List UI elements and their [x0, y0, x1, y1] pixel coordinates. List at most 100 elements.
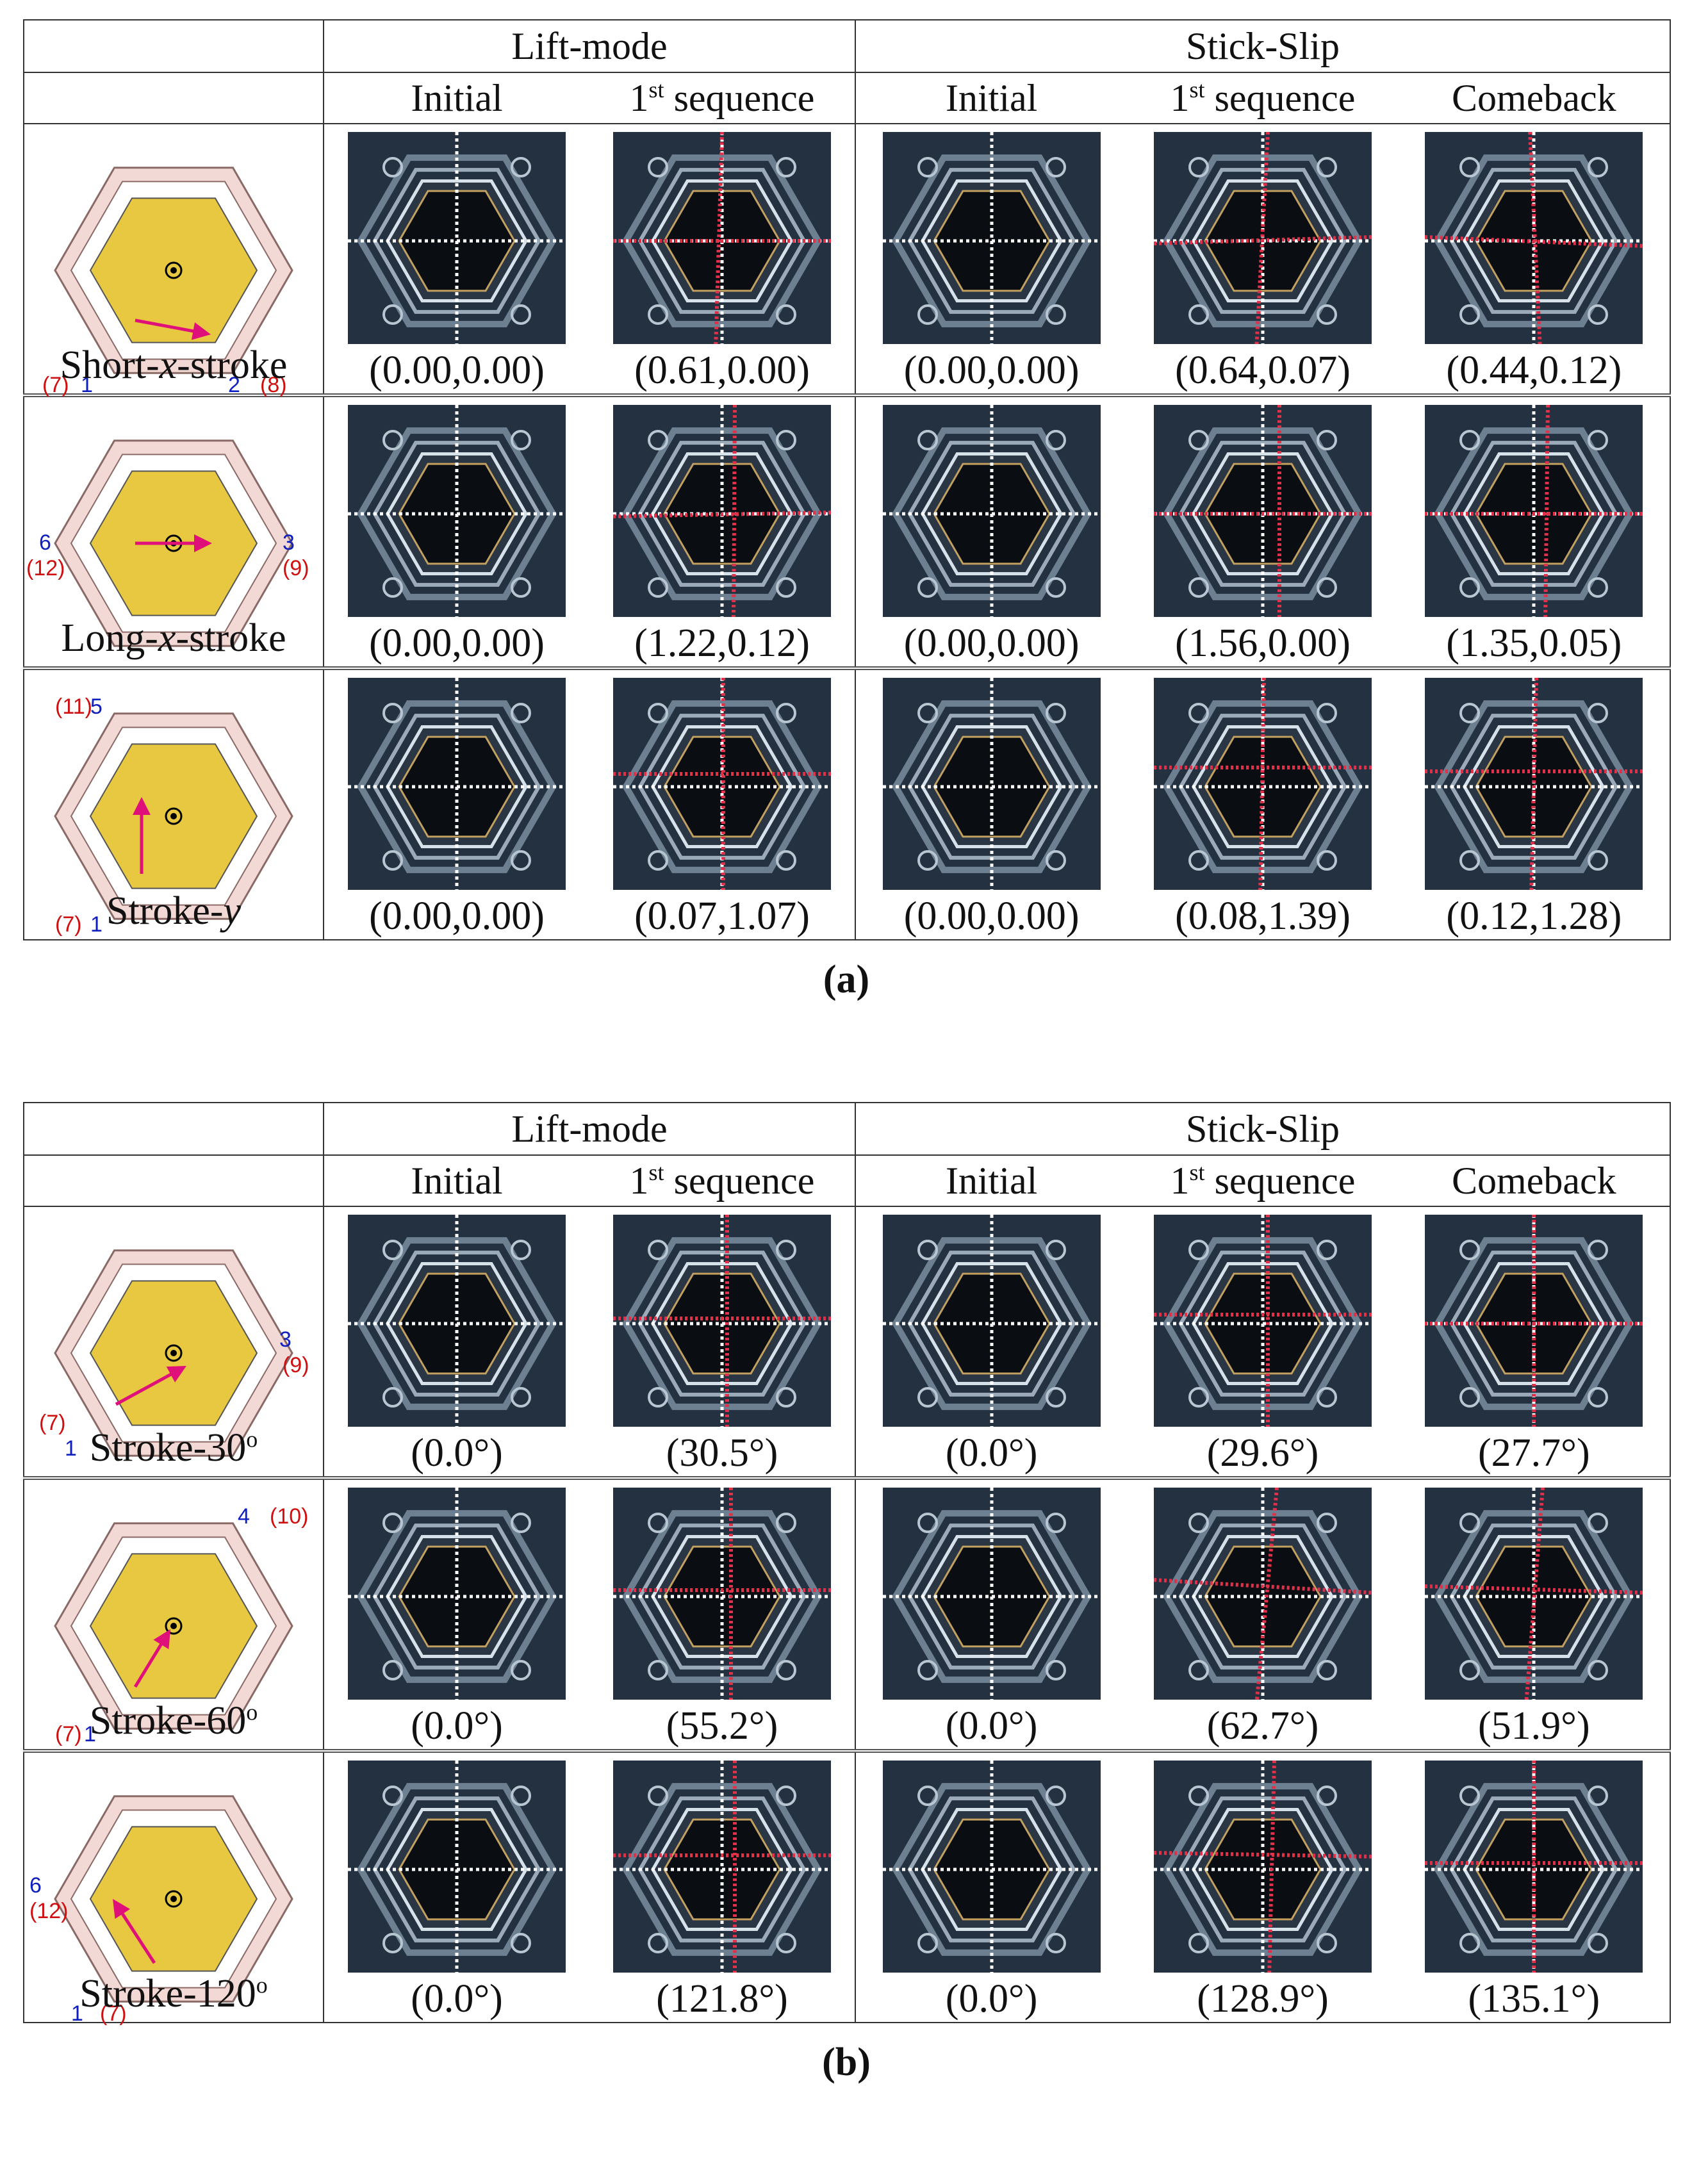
hexagon-diagram: (7) 1 2 (8)	[26, 136, 321, 408]
photo-column: (27.7°)	[1399, 1207, 1670, 1476]
micrograph-image	[1153, 1761, 1372, 1973]
displacement-value: (0.12,1.28)	[1446, 894, 1622, 938]
stick-slip-cell: (0.00,0.00) (1.56,0.00) (1.35,0.05)	[855, 395, 1671, 670]
micrograph-image	[613, 1488, 831, 1700]
vertex-label: 1	[81, 373, 93, 397]
column-header: 1st sequence	[589, 76, 855, 120]
vertex-label: 1	[71, 2001, 83, 2026]
stroke-name-suffix: -stroke	[177, 343, 288, 387]
stroke-name-suffix: o	[246, 1699, 258, 1725]
micrograph-image	[348, 132, 566, 344]
lift-mode-cell: (0.0°) (121.8°)	[323, 1750, 856, 2023]
micrograph-image	[882, 1488, 1101, 1700]
micrograph-image	[1425, 678, 1643, 890]
micrograph-image	[1153, 132, 1372, 344]
stroke-name-variable: x	[158, 616, 176, 660]
displacement-value: (0.0°)	[945, 1704, 1038, 1748]
stroke-diagram-cell: (7) 1 2 (8) Short-x-stroke	[23, 123, 324, 397]
micrograph-image	[348, 405, 566, 617]
stroke-row: (7) 1 2 (8) Short-x-stroke (0.00,0.00) (0.61,0…	[23, 123, 1671, 397]
vertex-label: 2	[228, 373, 240, 397]
stroke-row: 6 (12) 1 (7) Stroke-120o (0.0°) (121.8°) (0.0°)…	[23, 1750, 1671, 2026]
micrograph-image	[613, 1215, 831, 1427]
vertex-label: 5	[90, 694, 103, 719]
vertex-label: (10)	[270, 1504, 309, 1529]
sequence-word: sequence	[664, 1159, 815, 1202]
photo-column: (0.00,0.00)	[856, 397, 1127, 666]
micrograph-image	[882, 1761, 1101, 1973]
micrograph-image	[348, 1488, 566, 1700]
photo-column: (0.0°)	[856, 1480, 1127, 1749]
micrograph-image	[1153, 1215, 1372, 1427]
vertex-label: (7)	[55, 912, 82, 937]
micrograph-image	[1425, 1488, 1643, 1700]
vertex-label: 4	[238, 1504, 250, 1529]
lift-mode-cell: (0.0°) (55.2°)	[323, 1477, 856, 1753]
micrograph-image	[1425, 1215, 1643, 1427]
ordinal-suffix: st	[648, 76, 664, 103]
hexagon-diagram: (7) 1 3 (9)	[26, 1219, 321, 1491]
photo-column: (1.35,0.05)	[1399, 397, 1670, 666]
displacement-value: (0.44,0.12)	[1446, 349, 1622, 392]
displacement-value: (27.7°)	[1478, 1431, 1590, 1475]
photo-column: (0.00,0.00)	[324, 124, 589, 393]
photo-column: (0.07,1.07)	[589, 670, 855, 939]
stroke-name: Stroke-60o	[24, 1698, 323, 1744]
stroke-name-prefix: Short-	[60, 343, 160, 387]
stroke-name-prefix: Stroke-60	[89, 1699, 247, 1743]
micrograph-image	[1153, 405, 1372, 617]
photo-column: (0.00,0.00)	[856, 124, 1127, 393]
displacement-value: (0.00,0.00)	[903, 621, 1080, 665]
column-header: 1st sequence	[1127, 1159, 1398, 1203]
sequence-word: sequence	[1204, 1159, 1356, 1202]
stroke-diagram-cell: 6 (12) 3 (9) Long-x-stroke	[23, 395, 324, 670]
displacement-value: (135.1°)	[1468, 1977, 1600, 2021]
subheader-lift: Initial 1st sequence	[323, 1154, 856, 1207]
displacement-value: (1.35,0.05)	[1446, 621, 1622, 665]
vertex-label: 1	[65, 1436, 77, 1461]
displacement-value: (30.5°)	[666, 1431, 778, 1475]
ordinal-number: 1	[629, 76, 649, 119]
vertex-label: (11)	[55, 694, 92, 719]
photo-column: (1.22,0.12)	[589, 397, 855, 666]
micrograph-image	[882, 405, 1101, 617]
photo-column: (62.7°)	[1127, 1480, 1398, 1749]
lift-mode-cell: (0.00,0.00) (0.61,0.00)	[323, 123, 856, 397]
displacement-value: (121.8°)	[656, 1977, 788, 2021]
stroke-name-prefix: Stroke-30	[89, 1426, 247, 1470]
vertex-label: (12)	[26, 556, 65, 580]
vertex-label: (7)	[42, 373, 69, 397]
stroke-name: Stroke-30o	[24, 1425, 323, 1471]
photo-column: (0.0°)	[856, 1207, 1127, 1476]
group-header-lift-mode: Lift-mode	[323, 19, 856, 73]
vertex-label: 3	[279, 1327, 292, 1352]
displacement-value: (29.6°)	[1206, 1431, 1319, 1475]
column-header: Comeback	[1452, 1159, 1616, 1202]
ordinal-suffix: st	[1189, 1159, 1205, 1185]
sequence-word: sequence	[664, 76, 815, 119]
hexagon-diagram: 6 (12) 3 (9)	[26, 409, 321, 681]
photo-column: (0.00,0.00)	[856, 670, 1127, 939]
column-header: Initial	[946, 76, 1038, 119]
micrograph-image	[613, 132, 831, 344]
micrograph-image	[882, 132, 1101, 344]
vertex-label: (9)	[283, 1353, 309, 1377]
micrograph-image	[348, 1215, 566, 1427]
group-header-stick-slip: Stick-Slip	[855, 1102, 1671, 1156]
vertex-label: (7)	[39, 1411, 66, 1435]
displacement-value: (0.0°)	[411, 1977, 503, 2021]
hexagon-diagram: (11) 5 (7) 1	[26, 682, 321, 954]
vertex-label: (9)	[283, 556, 309, 580]
displacement-value: (0.0°)	[411, 1431, 503, 1475]
stick-slip-cell: (0.00,0.00) (0.64,0.07) (0.44,0.12)	[855, 123, 1671, 397]
photo-column: (0.61,0.00)	[589, 124, 855, 393]
stroke-name-suffix: -stroke	[176, 616, 286, 660]
photo-column: (0.64,0.07)	[1127, 124, 1398, 393]
stroke-name-prefix: Long-	[61, 616, 158, 660]
stroke-name-prefix: Stroke-	[106, 889, 224, 933]
displacement-value: (0.08,1.39)	[1175, 894, 1351, 938]
displacement-value: (0.07,1.07)	[634, 894, 810, 938]
displacement-value: (0.00,0.00)	[369, 621, 545, 665]
micrograph-image	[1425, 1761, 1643, 1973]
stroke-name: Stroke-y	[24, 889, 323, 934]
